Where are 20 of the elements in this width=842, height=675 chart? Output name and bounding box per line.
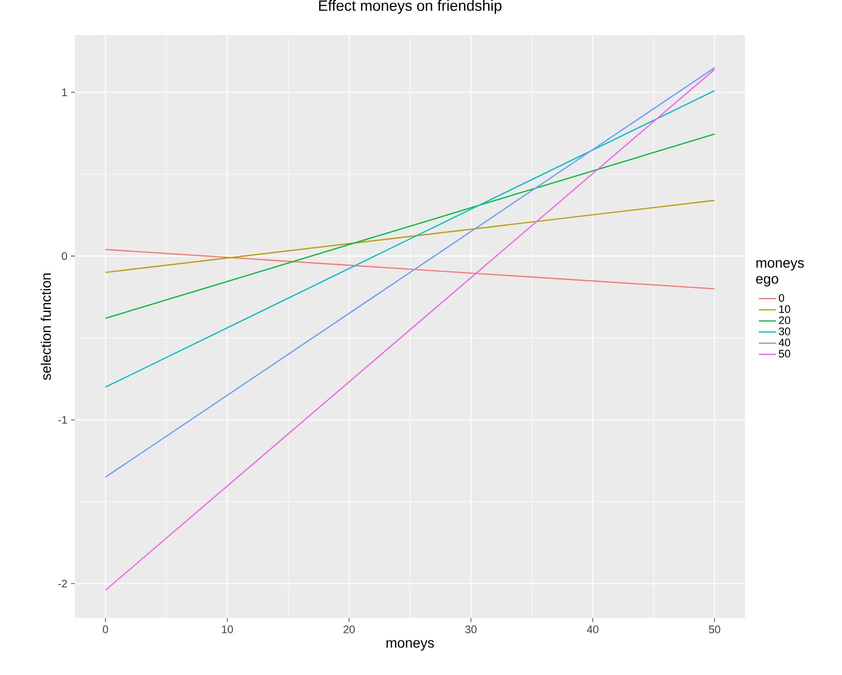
legend-label: 0	[778, 294, 784, 302]
x-tick-label: 50	[708, 626, 720, 634]
y-axis-title: selection function	[40, 274, 51, 380]
x-tick-label: 40	[586, 626, 598, 634]
x-tick-label: 0	[102, 626, 108, 634]
legend-title: moneys ego	[756, 260, 804, 286]
chart-title: Effect moneys on friendship	[319, 0, 502, 14]
legend-label: 30	[778, 328, 790, 336]
y-tick-label: -2	[58, 580, 67, 588]
y-tick-label: -1	[58, 416, 67, 424]
legend-label: 40	[778, 338, 790, 346]
x-tick-label: 10	[222, 626, 233, 634]
legend-label: 50	[778, 350, 790, 358]
legend-label: 10	[779, 305, 790, 313]
y-tick-label: 0	[62, 252, 68, 260]
y-tick-label: 1	[62, 88, 67, 96]
x-tick-label: 30	[465, 626, 477, 634]
legend-label: 20	[778, 316, 790, 324]
x-tick-label: 20	[344, 626, 355, 634]
x-axis-title: moneys	[386, 640, 434, 650]
